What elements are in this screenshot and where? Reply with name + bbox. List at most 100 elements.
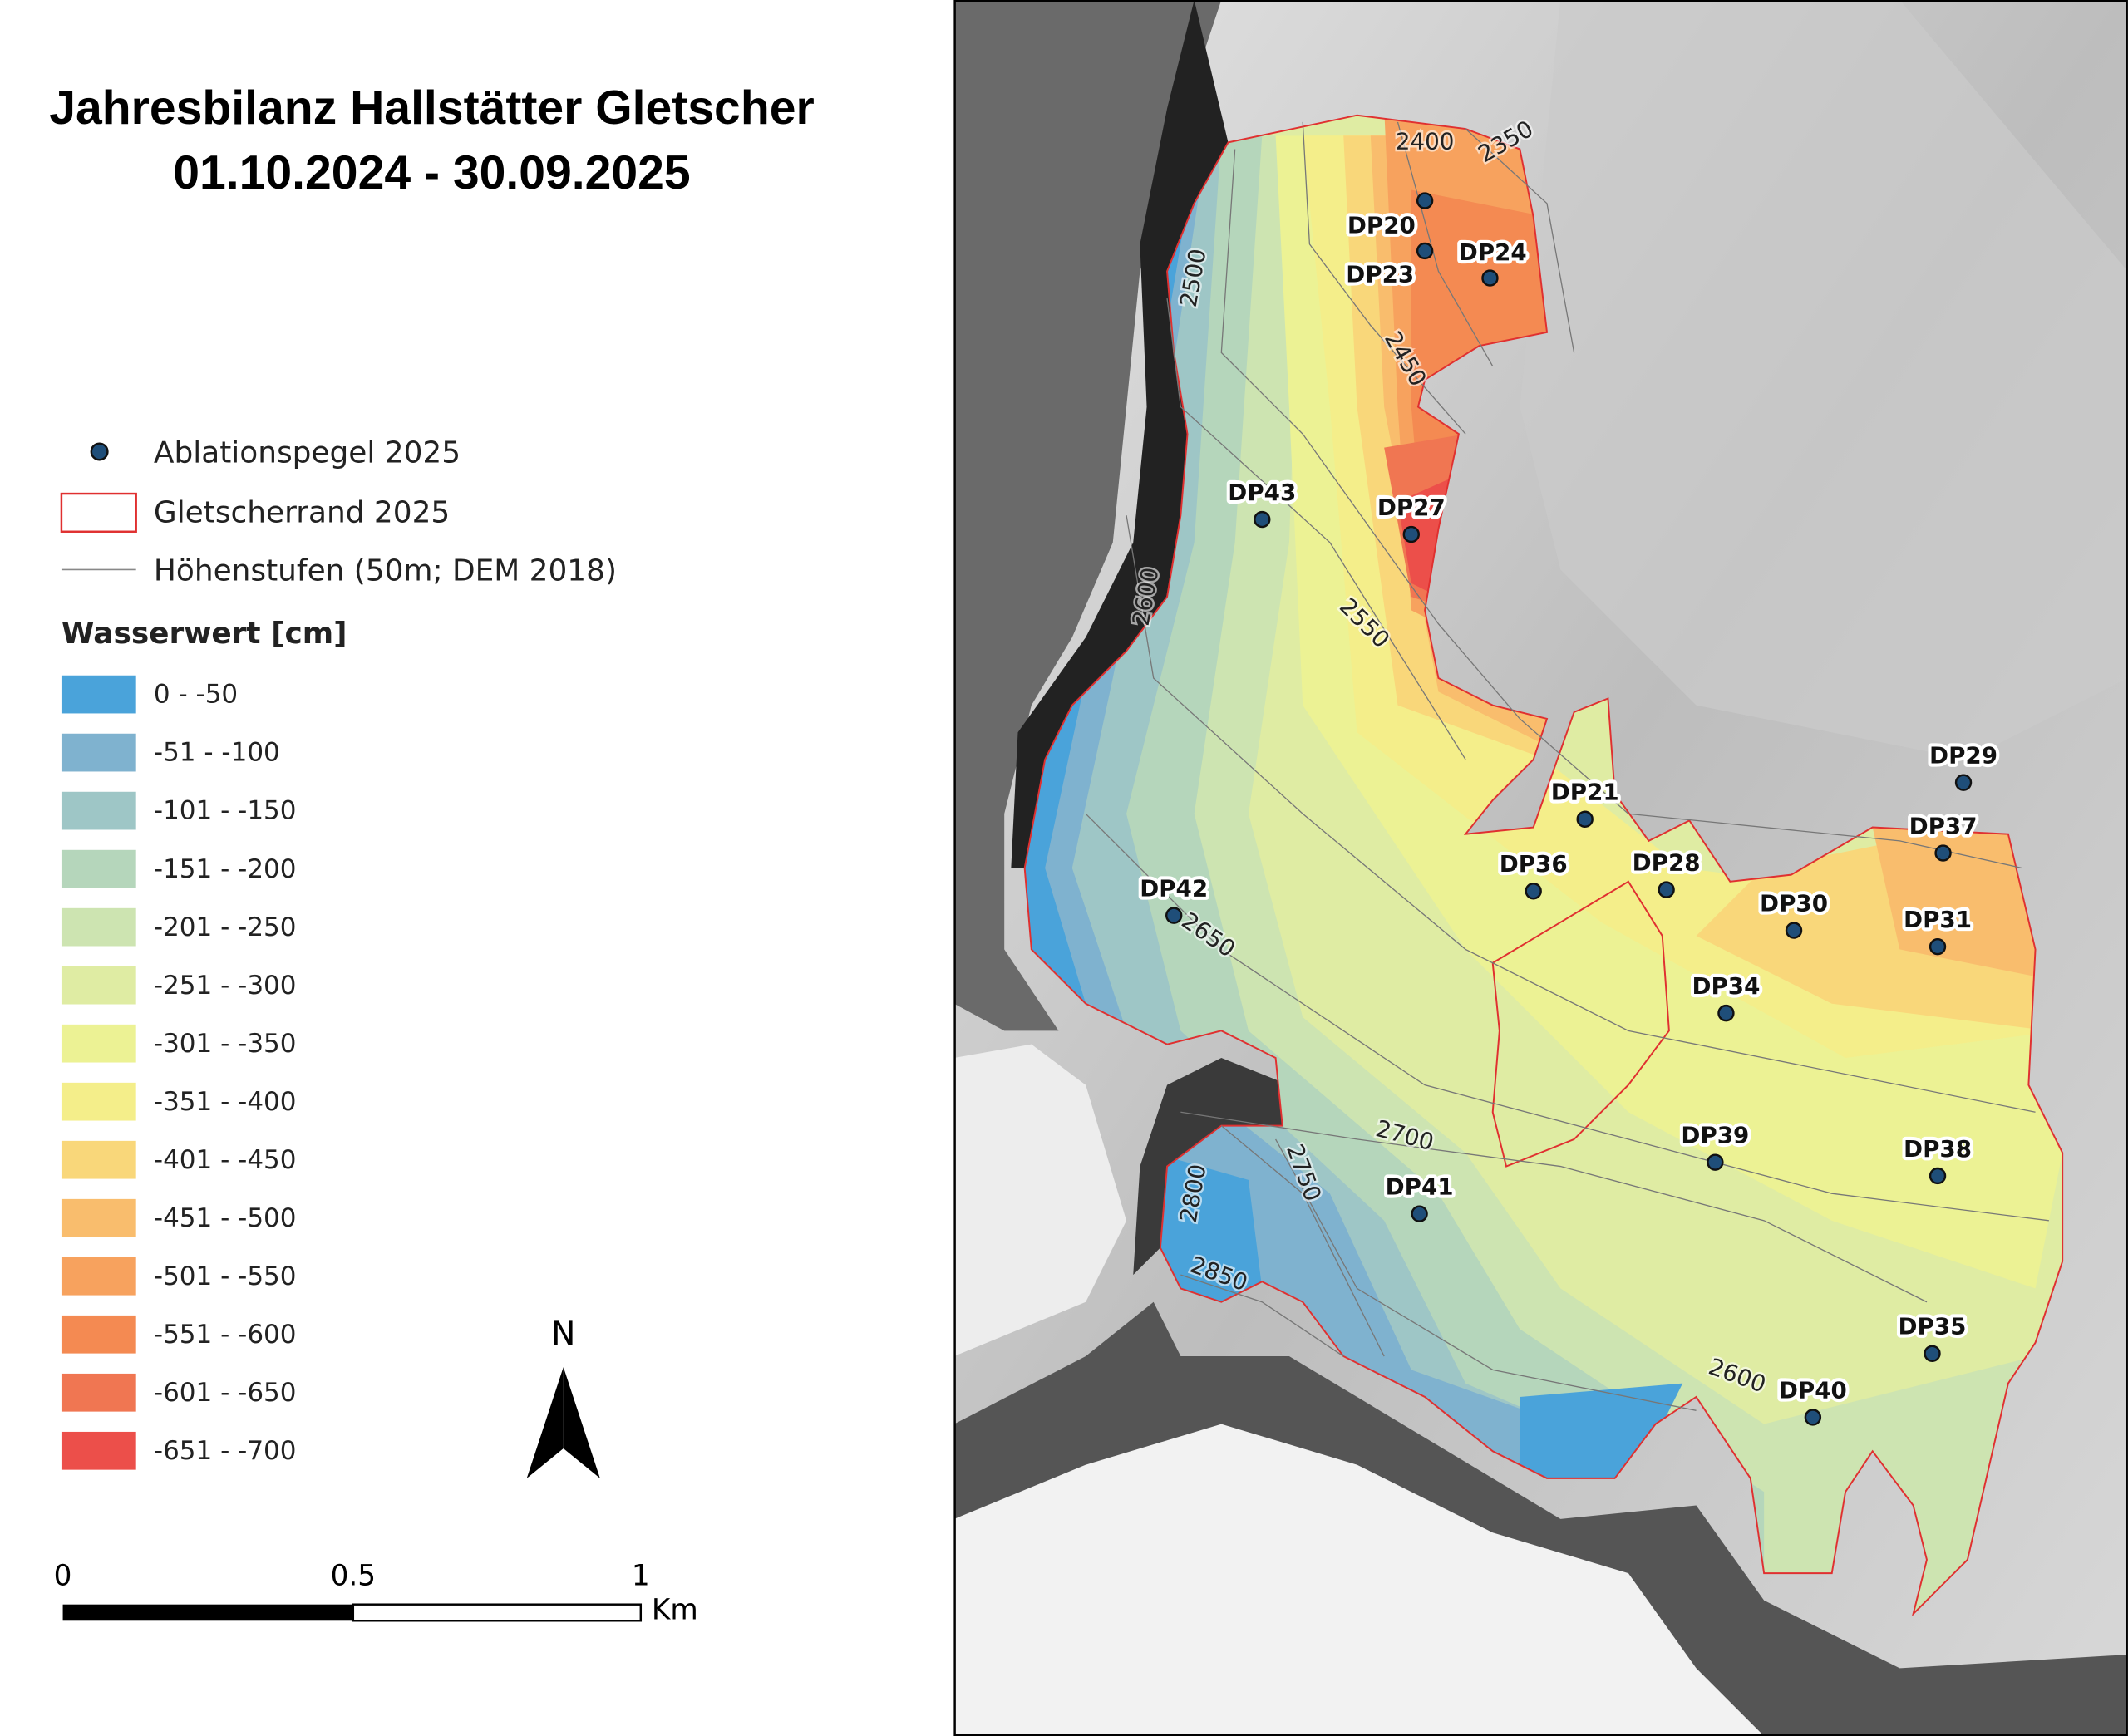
contour-line: [1302, 121, 1466, 435]
north-arrow: [526, 1367, 564, 1478]
valley: [953, 1044, 1127, 1357]
legend-class-swatch: [61, 791, 136, 830]
measurement-point: [1525, 883, 1542, 900]
north-arrow: [563, 1367, 600, 1478]
legend-class-swatch: [61, 733, 136, 772]
measurement-point: [1707, 1153, 1724, 1171]
measurement-point: [1658, 881, 1675, 898]
legend-class-swatch: [61, 675, 136, 714]
point-label: DP35: [1899, 1313, 1967, 1340]
point-label: DP24: [1459, 239, 1527, 266]
measurement-point: [1785, 922, 1803, 939]
legend-class-label: -101 - -150: [154, 796, 297, 826]
legend-class-swatch: [61, 849, 136, 888]
dark-ridge: [953, 1424, 1765, 1736]
legend-class-label: -201 - -250: [154, 912, 297, 942]
point-label: DP29: [1929, 742, 1997, 770]
measurement-point: [1928, 1167, 1947, 1185]
measurement-point: [1402, 525, 1421, 543]
legend-class-label: -351 - -400: [154, 1087, 297, 1117]
point-label: DP31: [1904, 906, 1972, 933]
legend-class-swatch: [61, 1257, 136, 1296]
legend-outline-symbol: [60, 492, 137, 533]
point-label: DP42: [1140, 875, 1208, 902]
measurement-point: [1254, 510, 1271, 529]
contour-line: [1166, 298, 1466, 760]
dark-ridge: [1011, 0, 1229, 868]
legend-class-label: -501 - -550: [154, 1261, 297, 1291]
title-line: 01.10.2024 - 30.09.2025: [173, 146, 690, 199]
legend-class-label: 0 - -50: [154, 680, 238, 710]
title-line: Jahresbilanz Hallstätter Gletscher: [49, 81, 814, 135]
legend-class-swatch: [61, 1315, 136, 1354]
measurement-point: [1954, 774, 1973, 791]
legend-contour-label: Höhenstufen (50m; DEM 2018): [154, 554, 617, 588]
point-label: DP20: [1347, 212, 1416, 239]
measurement-point: [1411, 1205, 1428, 1222]
contour-line: [1180, 1111, 1928, 1303]
legend-class-label: -401 - -450: [154, 1145, 297, 1175]
legend-class-label: -51 - -100: [154, 738, 280, 768]
legend-class-swatch: [61, 1082, 136, 1121]
measurement-point: [1717, 1004, 1735, 1022]
measurement-point: [1165, 907, 1183, 924]
scale-label: 0.5: [331, 1560, 376, 1593]
scale-bar-black: [62, 1604, 353, 1621]
contour-line: [1465, 128, 1575, 353]
measurement-point: [1576, 810, 1594, 828]
dark-ridge: [953, 0, 1222, 1031]
point-label: DP21: [1551, 779, 1619, 806]
measurement-point: [1924, 1345, 1941, 1362]
legend-class-label: -251 - -300: [154, 971, 297, 1001]
legend-class-swatch: [61, 1198, 136, 1237]
legend-class-swatch: [61, 1431, 136, 1470]
point-label: DP34: [1692, 972, 1760, 1000]
point-label: DP40: [1779, 1376, 1847, 1404]
measurement-point: [1481, 269, 1499, 287]
measurement-point: [1804, 1409, 1822, 1426]
point-label: DP36: [1500, 850, 1568, 878]
scale-label: 1: [632, 1560, 650, 1593]
north-label: N: [551, 1316, 575, 1353]
scale-label: 0: [54, 1560, 72, 1593]
measurement-point: [1416, 192, 1434, 209]
measurement-point: [1928, 937, 1947, 956]
legend-point-symbol: [90, 442, 109, 461]
contour-line: [1085, 813, 2049, 1222]
scale-unit: Km: [652, 1593, 698, 1626]
class-zone: [1153, 1153, 1263, 1330]
contour-line: [1396, 121, 1494, 366]
point-label: DP28: [1633, 849, 1701, 877]
legend-class-label: -451 - -500: [154, 1203, 297, 1233]
legend-class-label: -151 - -200: [154, 854, 297, 884]
contour-line: [1275, 1138, 1697, 1411]
ridge-light: [1520, 0, 2128, 760]
contour-line: [1126, 515, 2036, 1113]
point-label: DP37: [1909, 813, 1978, 840]
map-frame: [953, 0, 2128, 1736]
point-label: DP30: [1760, 890, 1828, 917]
legend-class-label: -301 - -350: [154, 1029, 297, 1059]
legend-class-swatch: [61, 966, 136, 1005]
point-label: DP27: [1377, 494, 1446, 521]
scale-bar-white: [352, 1603, 643, 1622]
point-label: DP43: [1228, 479, 1296, 506]
legend-class-swatch: [61, 1140, 136, 1179]
class-zone: [1872, 827, 2036, 977]
legend-class-swatch: [61, 1373, 136, 1412]
contour-label: 2400: [1396, 127, 1455, 155]
legend-outline-label: Gletscherrand 2025: [154, 496, 450, 530]
point-label: DP38: [1904, 1135, 1972, 1163]
contour-line: [1180, 1274, 1344, 1357]
dark-ridge: [1133, 1057, 1289, 1276]
point-label: DP41: [1386, 1173, 1454, 1201]
measurement-point: [1934, 844, 1952, 862]
legend-class-label: -651 - -700: [154, 1436, 297, 1466]
legend-class-swatch: [61, 1024, 136, 1063]
point-label: DP39: [1681, 1122, 1749, 1149]
legend-point-label: Ablationspegel 2025: [154, 436, 461, 470]
measurement-point: [1416, 242, 1434, 260]
